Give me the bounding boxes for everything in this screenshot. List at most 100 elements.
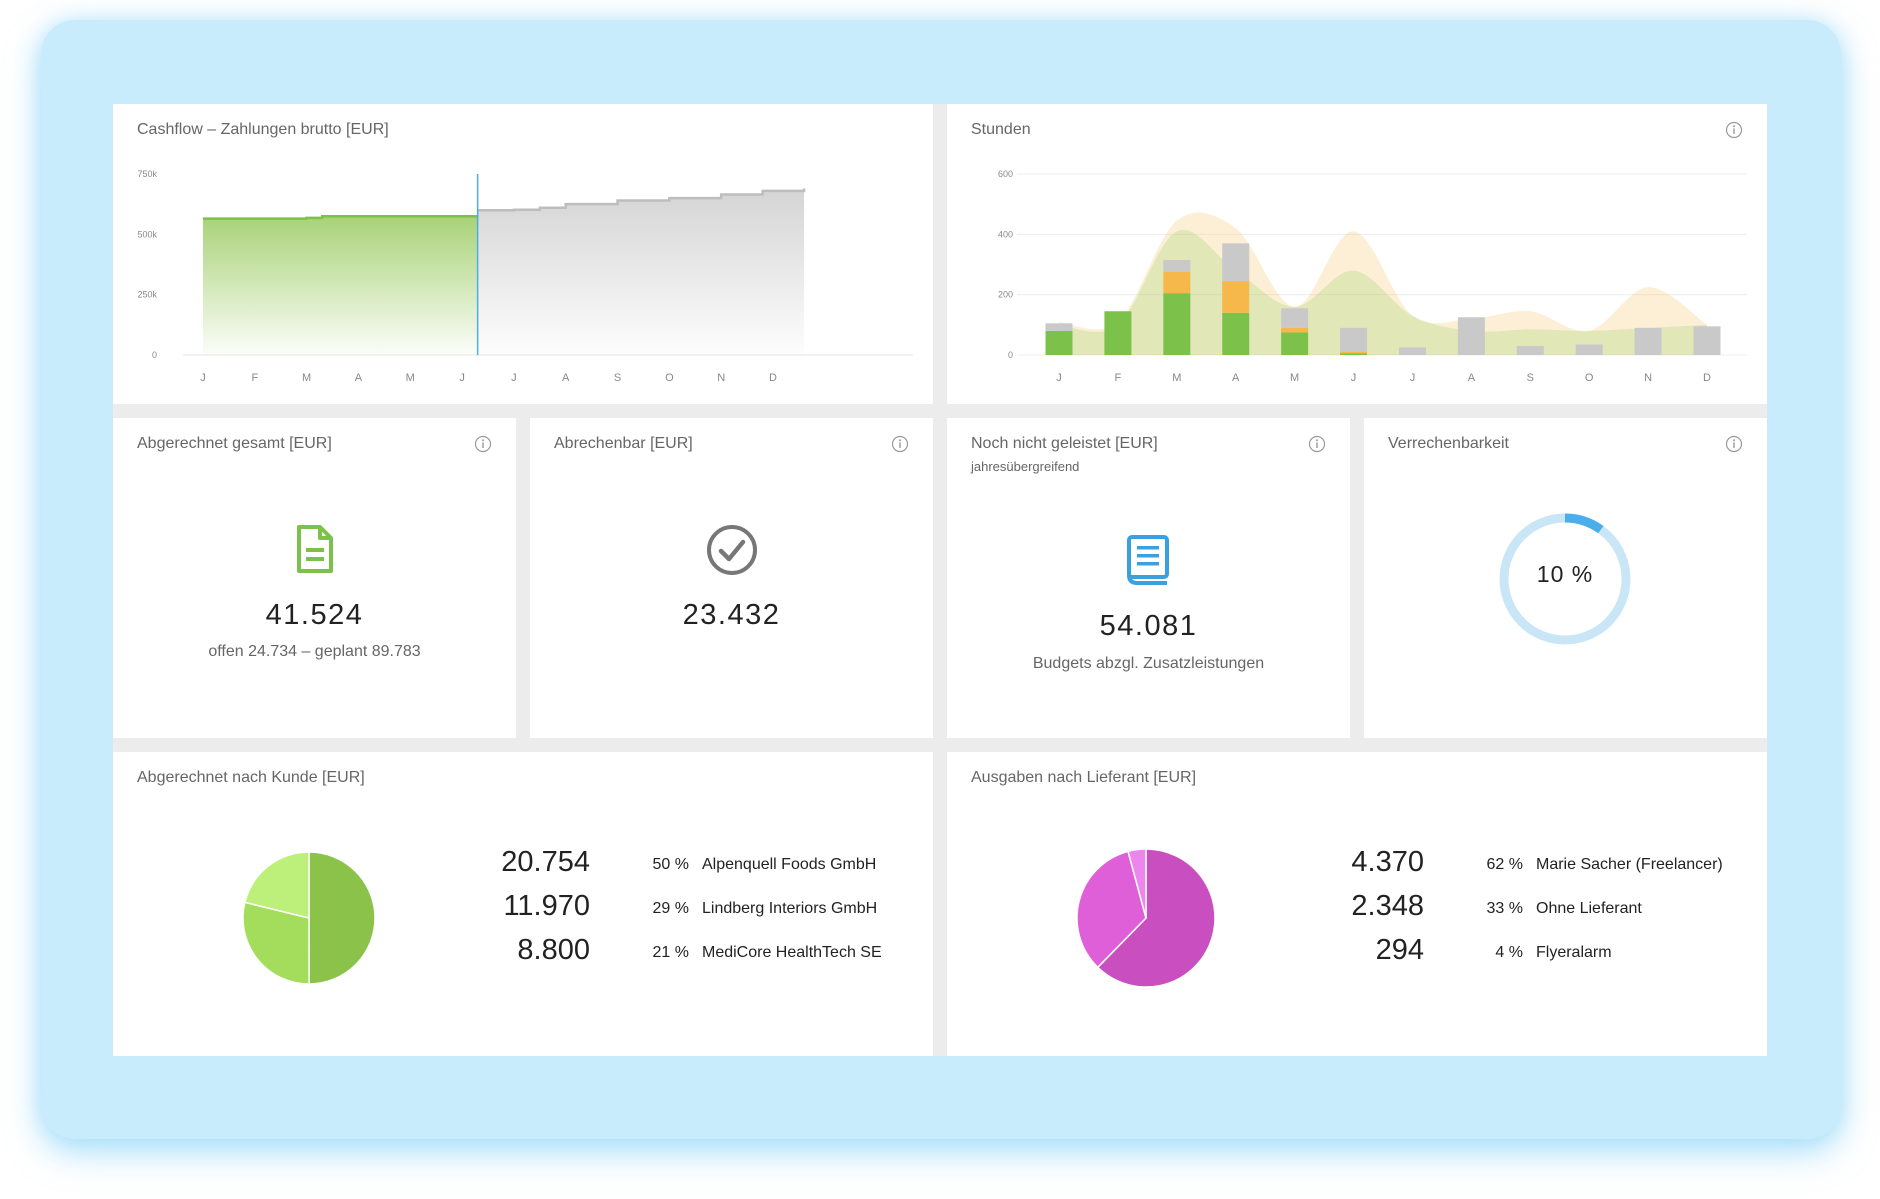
verrechenbarkeit-value: 10 % — [1536, 561, 1594, 587]
pie-slice — [242, 901, 310, 985]
cashflow-x-tick: M — [406, 372, 415, 384]
stunden-bar-segment — [1575, 344, 1603, 355]
abgerechnet-title: Abgerechnet gesamt [EUR] — [137, 435, 332, 452]
kunde-amount: 20.754 — [501, 846, 590, 878]
stunden-x-tick: J — [1056, 372, 1062, 384]
stunden-x-tick: D — [1703, 372, 1711, 384]
kunde-percent: 29 % — [652, 900, 689, 917]
cashflow-y-tick: 250k — [137, 290, 157, 300]
stunden-bar-segment — [1163, 272, 1191, 294]
cashflow-y-tick: 500k — [137, 229, 157, 239]
check-circle-icon — [707, 525, 757, 575]
cashflow-forecast-line — [477, 188, 806, 212]
cashflow-chart: 750k 500k 250k 0 J F M A M J J A S O N D — [137, 169, 913, 384]
cashflow-x-tick: J — [200, 372, 206, 384]
cashflow-x-tick: J — [459, 372, 465, 384]
stunden-y-tick: 200 — [998, 290, 1013, 300]
pie-slice — [1076, 850, 1147, 969]
lieferant-name: Flyeralarm — [1536, 944, 1612, 961]
cashflow-actual-line — [203, 214, 479, 220]
stunden-bar-segment — [1457, 317, 1485, 355]
stunden-bar-segment — [1163, 259, 1191, 273]
kunde-row: 8.800 21 % MediCore HealthTech SE — [484, 932, 924, 976]
stunden-bar-segment — [1045, 330, 1073, 355]
stunden-bar-segment — [1045, 323, 1073, 331]
stunden-bar-segment — [1340, 351, 1368, 354]
stunden-x-tick: S — [1527, 372, 1534, 384]
stunden-x-tick: A — [1232, 372, 1240, 384]
stunden-bar-segment — [1222, 312, 1250, 355]
lieferant-pie-chart — [1076, 848, 1216, 988]
stunden-x-tick: J — [1410, 372, 1416, 384]
stunden-bar-segment — [1281, 327, 1309, 333]
stunden-bar-segment — [1222, 243, 1250, 282]
cashflow-y-tick: 750k — [137, 169, 157, 179]
noch-nicht-card: Noch nicht geleistet [EUR] jahresübergre… — [947, 418, 1350, 738]
lieferant-row: 294 4 % Flyeralarm — [1318, 932, 1758, 976]
cashflow-actual-area — [203, 216, 478, 355]
stunden-x-tick: O — [1585, 372, 1594, 384]
abrechenbar-card: Abrechenbar [EUR] 23.432 — [530, 418, 933, 738]
nach-lieferant-title: Ausgaben nach Lieferant [EUR] — [971, 769, 1197, 786]
noch-nicht-value: 54.081 — [1099, 610, 1198, 642]
stunden-bar-segment — [1693, 326, 1721, 355]
document-icon — [297, 525, 333, 573]
lieferant-percent: 33 % — [1486, 900, 1523, 917]
nach-lieferant-card: Ausgaben nach Lieferant [EUR] 4.370 62 %… — [947, 752, 1767, 1056]
ring-fill — [1564, 513, 1604, 534]
stunden-bar-segment — [1104, 311, 1132, 355]
cashflow-x-tick: M — [302, 372, 311, 384]
pie-slice — [308, 851, 376, 985]
abrechenbar-title: Abrechenbar [EUR] — [554, 435, 693, 452]
abgerechnet-sub: offen 24.734 – geplant 89.783 — [208, 643, 421, 660]
abgerechnet-value: 41.524 — [265, 599, 364, 631]
nach-kunde-card: Abgerechnet nach Kunde [EUR] 20.754 50 %… — [113, 752, 933, 1056]
pie-slice — [1096, 848, 1216, 988]
lieferant-name: Marie Sacher (Freelancer) — [1536, 856, 1723, 873]
stunden-bar-segment — [1163, 293, 1191, 355]
verrechenbarkeit-title: Verrechenbarkeit — [1388, 435, 1509, 452]
lieferant-name: Ohne Lieferant — [1536, 900, 1642, 917]
kunde-amount: 11.970 — [503, 890, 590, 922]
verrechenbarkeit-card: Verrechenbarkeit 10 % — [1364, 418, 1767, 738]
nach-kunde-title: Abgerechnet nach Kunde [EUR] — [137, 769, 365, 786]
cashflow-x-tick: O — [665, 372, 674, 384]
stunden-bar-segment — [1340, 327, 1368, 352]
stunden-card: Stunden 600 400 200 0 J F M A M J J A S O N D — [947, 104, 1767, 404]
stunden-x-tick: F — [1115, 372, 1122, 384]
cashflow-x-tick: N — [717, 372, 725, 384]
cashflow-title: Cashflow – Zahlungen brutto [EUR] — [137, 121, 389, 138]
stunden-bar-segment — [1398, 347, 1426, 355]
info-icon[interactable] — [891, 435, 909, 453]
info-icon[interactable] — [1725, 435, 1743, 453]
book-icon — [1127, 535, 1169, 585]
lieferant-row: 2.348 33 % Ohne Lieferant — [1318, 888, 1758, 932]
verrechenbarkeit-ring — [1499, 513, 1631, 645]
stunden-bar-segment — [1281, 308, 1309, 328]
info-icon[interactable] — [1725, 121, 1743, 139]
kunde-name: Lindberg Interiors GmbH — [702, 900, 878, 917]
stunden-x-tick: N — [1644, 372, 1652, 384]
stunden-x-tick: M — [1290, 372, 1299, 384]
stunden-x-tick: J — [1351, 372, 1357, 384]
stunden-x-tick: A — [1468, 372, 1476, 384]
cashflow-x-tick: A — [562, 372, 570, 384]
kunde-percent: 50 % — [652, 856, 689, 873]
dashboard: Cashflow – Zahlungen brutto [EUR] 750k 50… — [113, 104, 1767, 1056]
cashflow-x-tick: F — [251, 372, 258, 384]
info-icon[interactable] — [1308, 435, 1326, 453]
cashflow-forecast-area — [477, 188, 805, 355]
pie-slice — [1127, 848, 1147, 919]
stunden-y-tick: 0 — [1008, 350, 1013, 360]
cashflow-y-tick: 0 — [152, 350, 157, 360]
stunden-chart: 600 400 200 0 J F M A M J J A S O N D — [998, 169, 1747, 384]
kunde-pie-chart — [242, 851, 376, 985]
lieferant-row: 4.370 62 % Marie Sacher (Freelancer) — [1318, 844, 1758, 888]
stunden-title: Stunden — [971, 121, 1031, 138]
lieferant-percent: 4 % — [1495, 944, 1523, 961]
cashflow-x-tick: D — [769, 372, 777, 384]
noch-nicht-title: Noch nicht geleistet [EUR] — [971, 435, 1158, 452]
kunde-name: Alpenquell Foods GmbH — [702, 856, 877, 873]
pie-slice — [243, 851, 310, 919]
info-icon[interactable] — [474, 435, 492, 453]
